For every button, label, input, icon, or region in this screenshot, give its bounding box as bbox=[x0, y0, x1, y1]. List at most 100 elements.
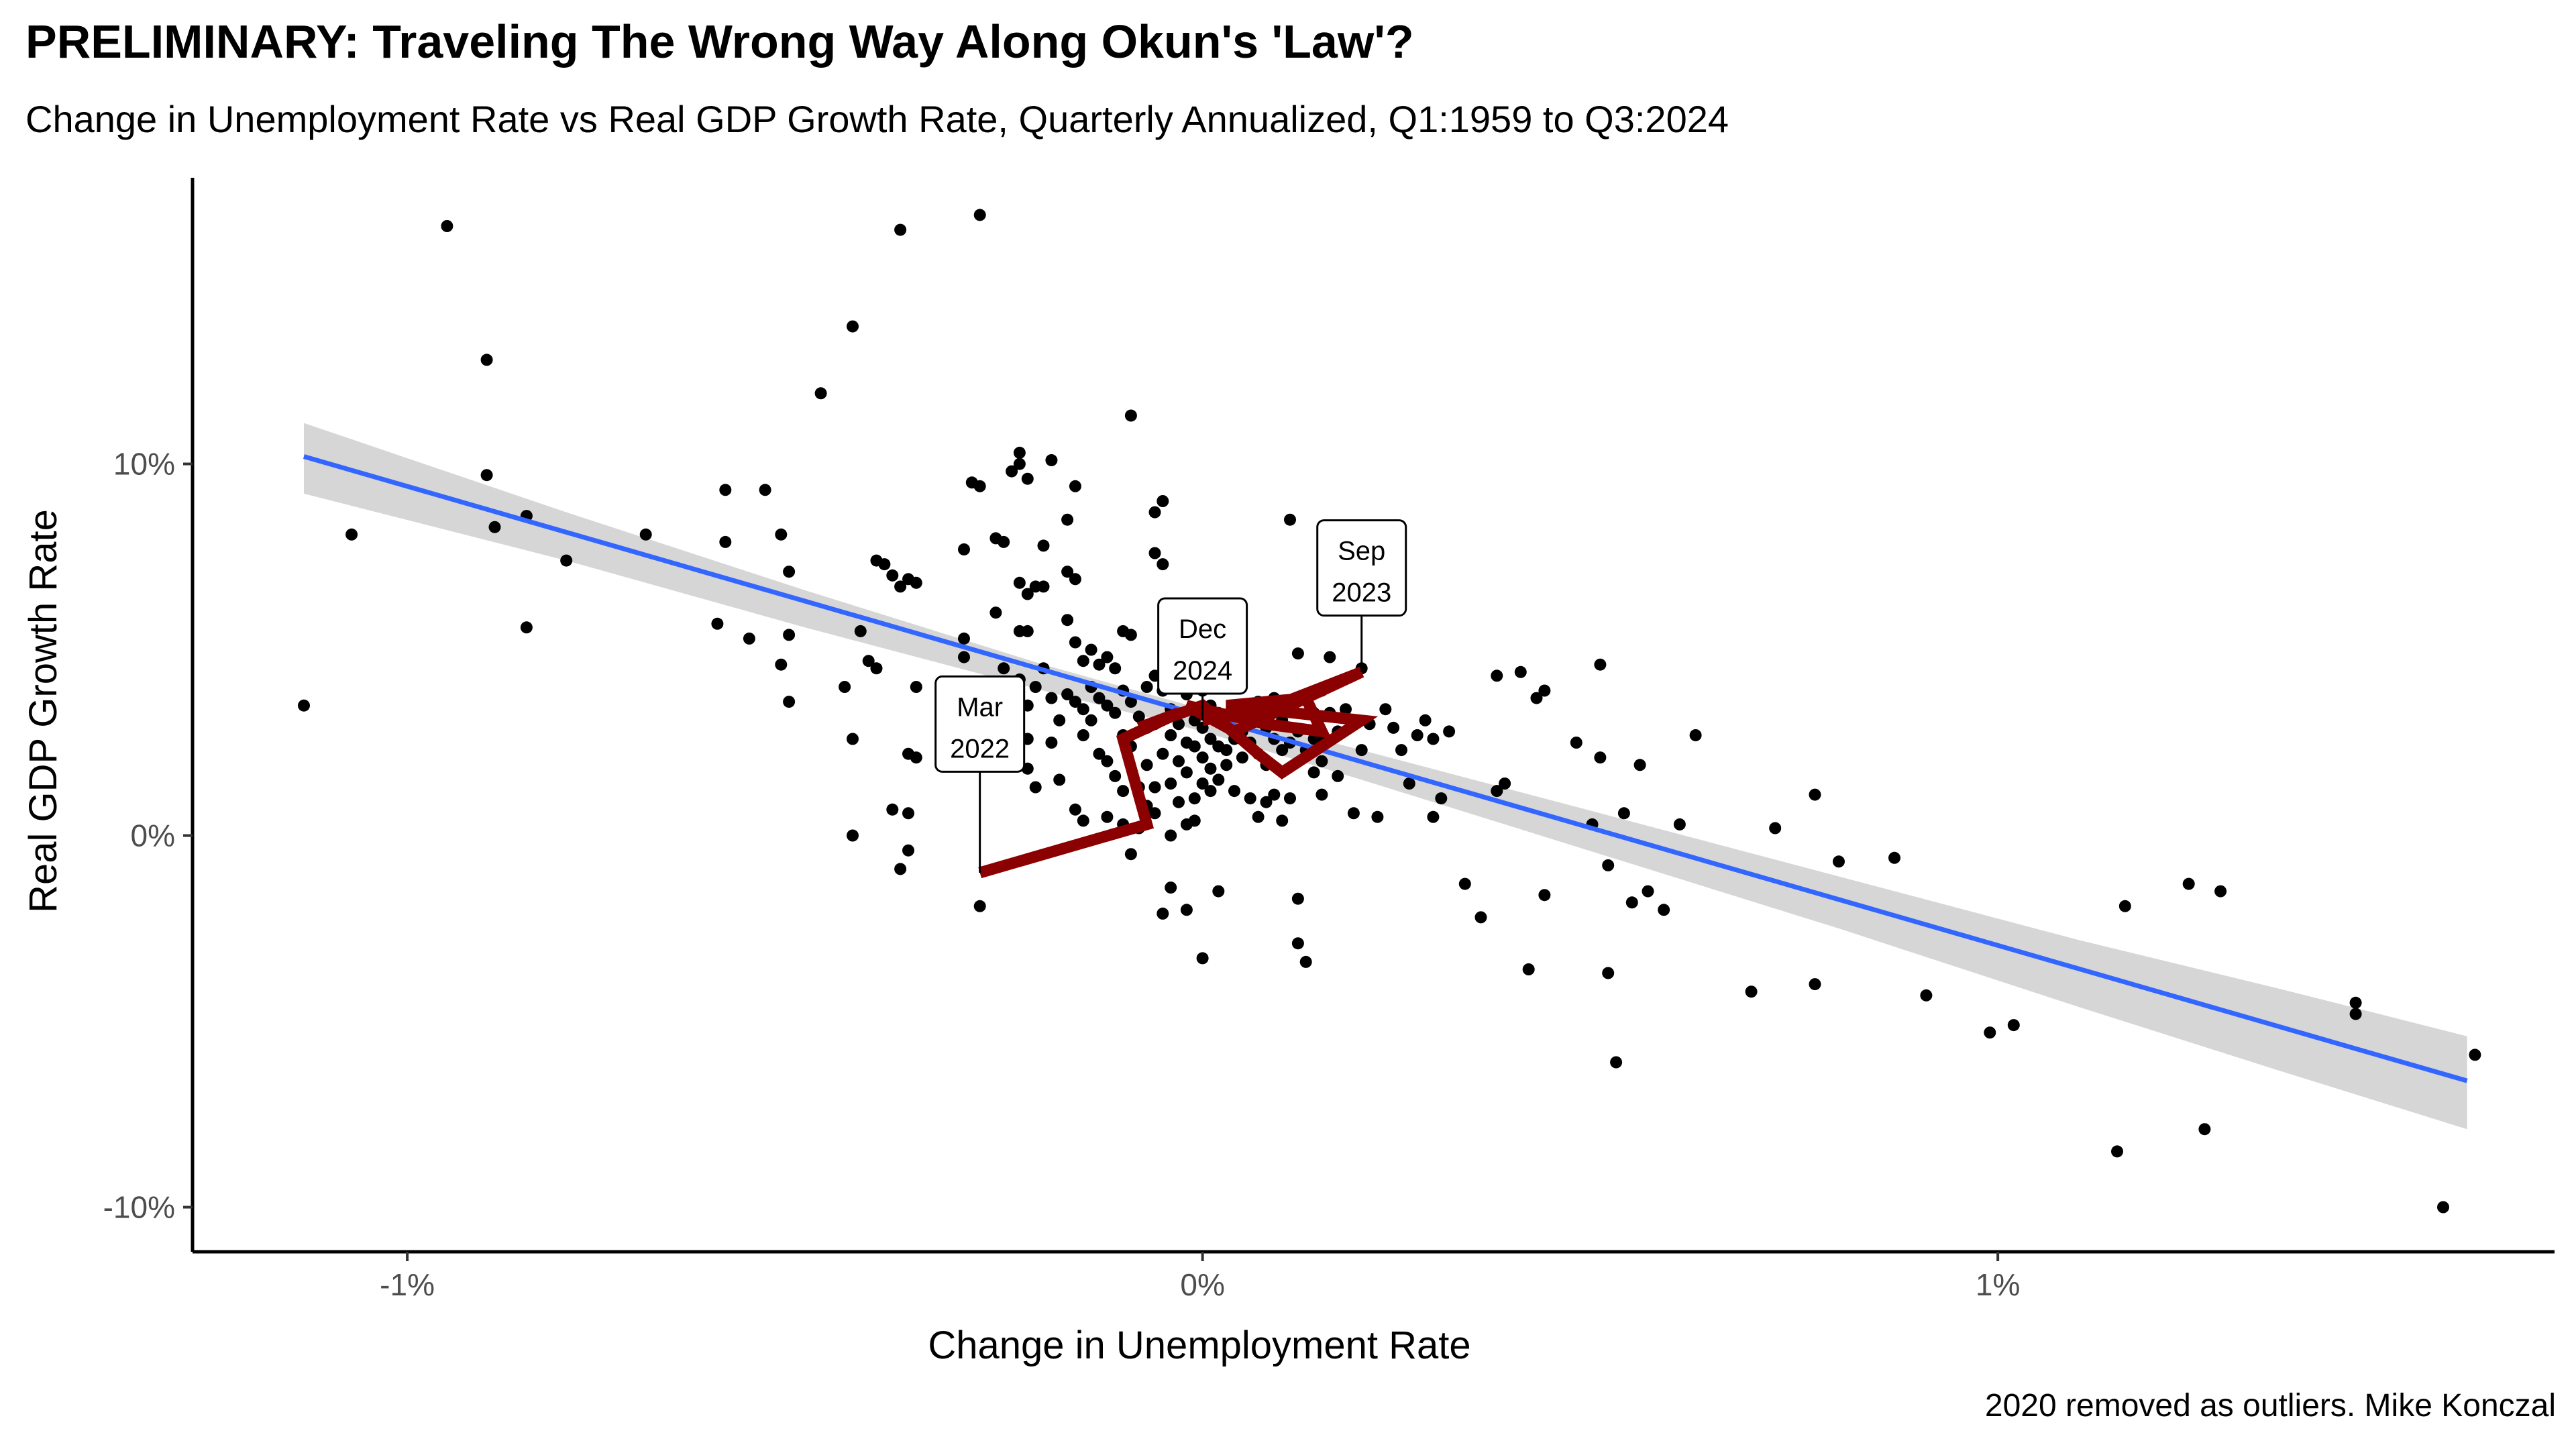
data-point bbox=[1093, 658, 1106, 671]
data-point bbox=[1888, 851, 1900, 864]
axes-layer: -1% 0% 1% -10% 0% 10% bbox=[103, 178, 2555, 1302]
data-point bbox=[1522, 963, 1535, 975]
highlight-path bbox=[978, 666, 1379, 879]
data-point bbox=[1037, 539, 1050, 552]
data-point bbox=[1069, 573, 1081, 586]
data-point bbox=[1029, 781, 1042, 794]
data-point bbox=[743, 632, 755, 645]
data-point bbox=[1212, 773, 1225, 786]
data-point bbox=[1029, 681, 1042, 693]
data-point bbox=[520, 621, 533, 634]
data-point bbox=[1061, 513, 1074, 526]
data-point bbox=[2118, 900, 2131, 912]
data-point bbox=[958, 543, 970, 555]
data-point bbox=[1053, 773, 1066, 786]
data-point bbox=[1085, 643, 1097, 656]
data-point bbox=[1809, 788, 1821, 801]
data-point bbox=[1101, 755, 1114, 767]
data-point bbox=[1538, 889, 1551, 902]
data-point bbox=[488, 521, 501, 533]
data-point bbox=[1173, 755, 1185, 767]
data-point bbox=[886, 569, 899, 582]
data-point bbox=[1228, 785, 1240, 798]
data-point bbox=[902, 807, 914, 820]
data-point bbox=[775, 528, 788, 541]
data-point bbox=[973, 209, 986, 221]
data-point bbox=[1157, 495, 1169, 507]
y-axis-title: Real GDP Growth Rate bbox=[21, 509, 65, 913]
data-point bbox=[1538, 684, 1551, 697]
data-point bbox=[719, 484, 732, 496]
data-point bbox=[783, 629, 796, 641]
data-point bbox=[1658, 904, 1670, 916]
data-point bbox=[1124, 629, 1137, 641]
y-tick-label: 10% bbox=[113, 447, 175, 482]
annotation-year: 2023 bbox=[1332, 578, 1391, 608]
data-point bbox=[1570, 737, 1582, 749]
data-point bbox=[1180, 766, 1193, 779]
data-point bbox=[910, 681, 922, 693]
data-point bbox=[1387, 721, 1400, 734]
data-point bbox=[870, 662, 883, 675]
data-point bbox=[1673, 818, 1686, 830]
data-point bbox=[894, 580, 907, 593]
data-point bbox=[298, 699, 310, 712]
data-point bbox=[1268, 788, 1281, 801]
data-point bbox=[973, 900, 986, 912]
annotation-year: 2022 bbox=[950, 734, 1010, 763]
data-point bbox=[1101, 810, 1114, 823]
data-point bbox=[759, 484, 771, 496]
data-point bbox=[1132, 710, 1145, 723]
data-point bbox=[847, 829, 859, 842]
data-point bbox=[1109, 706, 1122, 719]
data-point bbox=[1291, 892, 1304, 905]
data-point bbox=[1689, 729, 1702, 741]
data-point bbox=[1188, 814, 1201, 827]
annotation-mar-2022: Mar 2022 bbox=[934, 675, 1026, 873]
data-point bbox=[1045, 692, 1058, 704]
data-point bbox=[910, 751, 922, 764]
data-point bbox=[1291, 937, 1304, 950]
data-point bbox=[1061, 614, 1074, 627]
confidence-band bbox=[304, 423, 2467, 1130]
data-point bbox=[1061, 688, 1074, 700]
data-point bbox=[1291, 647, 1304, 660]
data-point bbox=[2214, 885, 2227, 898]
data-point bbox=[894, 223, 907, 236]
data-point bbox=[1061, 566, 1074, 578]
data-point bbox=[1316, 755, 1328, 767]
data-point bbox=[1244, 792, 1256, 805]
data-point bbox=[1109, 662, 1122, 675]
data-point bbox=[1148, 506, 1161, 519]
data-point bbox=[1157, 907, 1169, 920]
y-tick-label: 0% bbox=[131, 818, 175, 853]
data-point bbox=[1165, 829, 1177, 842]
data-point bbox=[1212, 885, 1225, 898]
data-point bbox=[1157, 558, 1169, 571]
data-point bbox=[998, 662, 1010, 675]
data-point bbox=[1602, 967, 1615, 979]
annotation-sep-2023: Sep 2023 bbox=[1316, 519, 1407, 672]
data-point bbox=[839, 681, 851, 693]
data-point bbox=[1188, 740, 1201, 753]
data-point bbox=[2198, 1123, 2211, 1136]
annotation-box bbox=[934, 675, 1026, 773]
data-point bbox=[1284, 513, 1296, 526]
data-point bbox=[1220, 759, 1233, 771]
data-point bbox=[1165, 881, 1177, 894]
data-point bbox=[910, 576, 922, 589]
data-point bbox=[1642, 885, 1654, 898]
data-point bbox=[1299, 955, 1312, 968]
data-point bbox=[1148, 807, 1161, 820]
data-point bbox=[1491, 669, 1503, 682]
data-point bbox=[886, 803, 899, 816]
data-point bbox=[2007, 1019, 2020, 1032]
data-point bbox=[1316, 788, 1328, 801]
data-point bbox=[1594, 751, 1607, 764]
data-point bbox=[1077, 703, 1089, 716]
data-point bbox=[1204, 762, 1217, 775]
data-point bbox=[1021, 472, 1034, 485]
data-point bbox=[1157, 747, 1169, 760]
data-point bbox=[1769, 822, 1782, 835]
x-tick-label: -1% bbox=[380, 1267, 435, 1302]
